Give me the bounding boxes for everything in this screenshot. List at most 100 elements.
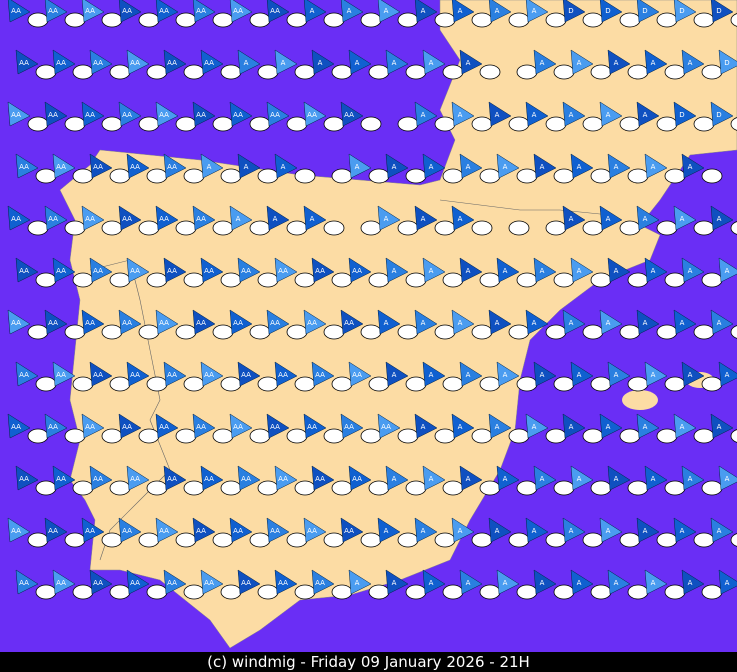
wind-arrow [496,465,520,491]
station [64,220,86,236]
wind-arrow [155,0,179,23]
wind-arrow [718,569,737,595]
station [183,272,205,288]
station [64,428,86,444]
station [434,532,456,548]
wind-arrow [237,49,261,75]
wind-label: A [355,163,360,171]
wind-arrow [525,0,549,23]
wind-arrow [200,153,224,179]
wind-label: A [606,319,611,327]
wind-label: A [680,423,685,431]
station [257,168,279,184]
station [109,272,131,288]
station [146,272,168,288]
wind-label: A [717,423,722,431]
wind-label: A [688,267,693,275]
station [590,272,612,288]
wind-label: D [724,59,729,67]
wind-arrow [562,205,586,231]
wind-label: AA [196,423,206,431]
wind-label: AA [233,423,243,431]
station [627,376,649,392]
wind-label: AA [85,319,95,327]
wind-label: AA [204,475,214,483]
station [664,272,686,288]
wind-arrow [496,153,520,179]
station [220,480,242,496]
wind-label: AA [48,7,58,15]
wind-arrow [7,0,31,23]
wind-label: A [651,475,656,483]
border [439,199,611,216]
station [582,12,604,28]
wind-arrow [644,361,668,387]
station [545,324,567,340]
station [212,220,234,236]
wind-arrow [192,101,216,127]
wind-arrow [89,361,113,387]
wind-label: AA [307,111,317,119]
wind-arrow [348,465,372,491]
wind-arrow [451,517,475,543]
wind-arrow [89,257,113,283]
station [627,168,649,184]
wind-label: AA [48,215,58,223]
station [35,584,57,600]
wind-label: A [503,163,508,171]
station [397,116,419,132]
wind-label: AA [122,319,132,327]
wind-arrow [15,465,39,491]
wind-arrow [126,153,150,179]
wind-arrow [303,0,327,23]
wind-arrow [7,413,31,439]
station [27,324,49,340]
station [619,12,641,28]
station [294,272,316,288]
station [508,12,530,28]
wind-label: AA [159,215,169,223]
wind-label: AA [167,267,177,275]
station [183,584,205,600]
wind-label: A [392,59,397,67]
station [220,168,242,184]
wind-label: A [384,215,389,223]
wind-label: A [466,579,471,587]
wind-label: AA [381,423,391,431]
wind-arrow [570,569,594,595]
wind-arrow [681,49,705,75]
wind-label: AA [278,371,288,379]
station [397,12,419,28]
wind-label: AA [11,423,21,431]
wind-label: AA [130,371,140,379]
wind-arrow [311,49,335,75]
wind-arrow [89,49,113,75]
wind-arrow [44,309,68,335]
wind-label: A [540,59,545,67]
wind-label: AA [196,215,206,223]
station [146,168,168,184]
wind-label: A [569,215,574,223]
station [27,532,49,548]
wind-arrow [710,205,734,231]
station [64,12,86,28]
wind-label: A [643,319,648,327]
station [368,584,390,600]
wind-label: A [680,215,685,223]
station [405,64,427,80]
station [72,376,94,392]
wind-arrow [414,101,438,127]
station [101,428,123,444]
wind-arrow [163,465,187,491]
wind-label: D [679,111,684,119]
station [516,480,538,496]
wind-arrow [636,0,660,23]
wind-arrow [718,257,737,283]
wind-label: AA [167,579,177,587]
wind-label: AA [122,7,132,15]
wind-arrow [451,0,475,23]
station [397,220,419,236]
wind-label: A [717,215,722,223]
station [442,480,464,496]
